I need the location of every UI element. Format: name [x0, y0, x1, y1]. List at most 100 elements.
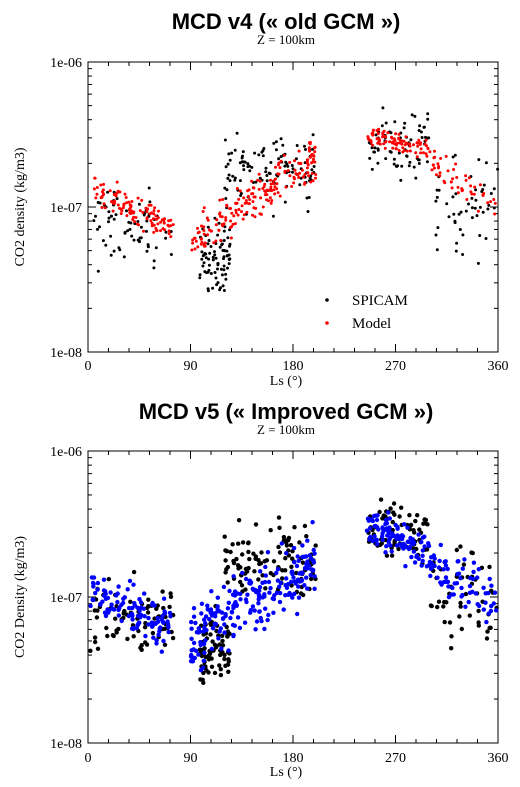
data-point-spicam — [160, 589, 165, 594]
data-point-spicam — [219, 286, 222, 290]
data-point-model — [419, 147, 423, 151]
data-point-spicam — [227, 262, 231, 266]
data-point-model — [411, 549, 417, 554]
data-point-spicam — [449, 634, 454, 639]
data-point-model — [89, 575, 95, 580]
data-point-model — [387, 530, 392, 536]
data-point-spicam — [402, 126, 406, 130]
data-point-model — [476, 603, 482, 609]
data-point-model — [275, 182, 279, 186]
data-point-spicam — [142, 213, 146, 217]
data-point-model — [446, 594, 452, 600]
data-point-spicam — [304, 534, 309, 539]
data-point-model — [306, 163, 310, 167]
data-point-model — [115, 191, 119, 195]
data-point-spicam — [283, 556, 288, 561]
data-point-model — [113, 199, 117, 203]
data-point-spicam — [94, 615, 100, 620]
data-point-model — [292, 181, 296, 185]
data-point-spicam — [305, 196, 309, 200]
data-point-model — [307, 147, 311, 151]
data-point-model — [151, 217, 155, 221]
data-point-model — [220, 616, 226, 621]
data-point-model — [124, 196, 128, 199]
data-point-spicam — [309, 576, 314, 582]
data-point-model — [128, 207, 132, 211]
data-point-model — [383, 521, 388, 527]
data-point-model — [383, 517, 389, 523]
data-point-model — [414, 554, 419, 559]
data-point-spicam — [264, 166, 268, 170]
data-point-model — [141, 211, 145, 214]
data-point-model — [433, 149, 436, 153]
data-point-spicam — [412, 165, 416, 169]
data-point-spicam — [283, 200, 287, 204]
data-point-model — [162, 221, 166, 225]
data-point-model — [269, 182, 273, 186]
data-point-model — [251, 200, 255, 204]
data-point-spicam — [162, 626, 167, 631]
chart-subtitle: Z = 100km — [257, 32, 315, 47]
data-point-model — [234, 208, 238, 212]
data-point-spicam — [220, 242, 224, 246]
data-point-spicam — [422, 517, 427, 522]
data-point-model — [234, 211, 238, 215]
data-point-model — [199, 611, 204, 616]
data-point-model — [115, 180, 119, 184]
data-point-model — [168, 614, 173, 619]
data-point-model — [305, 566, 310, 571]
data-point-model — [412, 143, 415, 147]
data-point-spicam — [470, 216, 474, 220]
data-point-model — [277, 584, 282, 589]
legend-marker-model — [325, 321, 329, 325]
data-point-spicam — [114, 630, 119, 635]
data-point-spicam — [222, 249, 226, 252]
data-point-model — [443, 563, 449, 568]
data-point-spicam — [304, 148, 307, 151]
data-point-model — [481, 607, 486, 612]
data-point-model — [493, 212, 497, 216]
data-point-spicam — [222, 264, 226, 268]
data-point-spicam — [453, 153, 457, 157]
data-point-spicam — [136, 220, 140, 223]
data-point-model — [386, 540, 391, 545]
data-point-model — [233, 222, 237, 226]
data-point-model — [376, 132, 380, 135]
data-point-model — [470, 576, 476, 582]
data-point-model — [445, 579, 451, 584]
data-point-model — [135, 613, 141, 618]
data-point-model — [372, 513, 377, 519]
data-point-model — [232, 623, 237, 628]
data-point-spicam — [224, 272, 228, 276]
data-point-spicam — [104, 243, 108, 247]
data-point-model — [109, 602, 114, 607]
data-point-spicam — [291, 170, 294, 174]
data-point-model — [441, 567, 446, 572]
data-point-spicam — [213, 253, 217, 257]
data-point-spicam — [233, 178, 237, 182]
data-point-model — [458, 576, 463, 581]
data-point-spicam — [414, 176, 418, 180]
data-point-spicam — [155, 603, 160, 608]
data-point-model — [154, 638, 159, 643]
data-point-model — [117, 605, 122, 611]
data-point-model — [419, 539, 424, 545]
data-point-model — [103, 613, 109, 619]
data-point-model — [95, 186, 99, 189]
data-point-model — [135, 605, 140, 610]
data-point-model — [390, 135, 393, 139]
data-point-model — [310, 172, 314, 175]
data-point-spicam — [241, 150, 245, 154]
data-point-model — [202, 229, 206, 232]
data-point-spicam — [292, 525, 297, 530]
data-point-model — [234, 202, 238, 205]
data-point-model — [102, 182, 106, 186]
data-point-model — [225, 204, 229, 208]
data-point-model — [243, 576, 249, 582]
data-point-spicam — [218, 245, 222, 249]
data-point-spicam — [496, 167, 500, 171]
data-point-spicam — [417, 158, 421, 162]
data-point-model — [265, 198, 269, 202]
data-point-model — [390, 141, 394, 145]
data-point-spicam — [137, 202, 141, 206]
